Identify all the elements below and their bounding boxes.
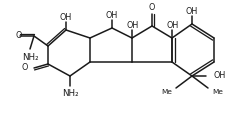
Text: O: O (15, 31, 21, 41)
Text: OH: OH (186, 6, 198, 15)
Text: OH: OH (214, 71, 226, 80)
Text: OH: OH (60, 13, 72, 22)
Text: OH: OH (127, 21, 139, 30)
Text: NH₂: NH₂ (62, 88, 78, 98)
Text: OH: OH (106, 10, 118, 19)
Text: Me: Me (161, 89, 172, 95)
Text: O: O (149, 3, 155, 13)
Text: NH₂: NH₂ (22, 53, 38, 62)
Text: Me: Me (212, 89, 223, 95)
Text: O: O (22, 63, 28, 72)
Text: OH: OH (167, 21, 179, 30)
